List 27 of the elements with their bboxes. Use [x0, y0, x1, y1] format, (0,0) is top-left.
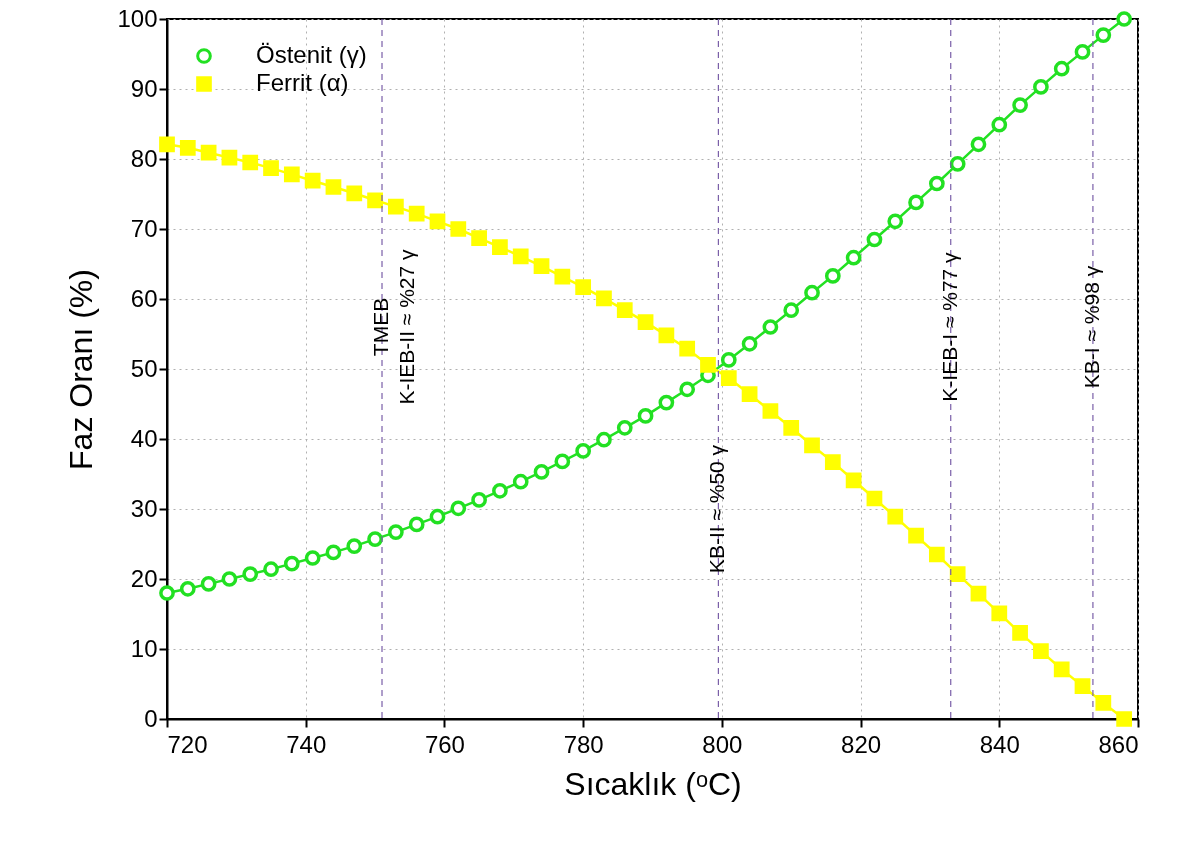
y-tick-label: 70	[130, 214, 158, 242]
legend-label: Östenit (γ)	[256, 41, 367, 68]
y-tick-label: 50	[130, 354, 158, 382]
y-axis-title: Faz Oranı (%)	[63, 269, 100, 470]
legend-label: Ferrit (α)	[256, 69, 349, 96]
y-tick-label: 90	[130, 74, 158, 102]
x-tick-label: 860	[1098, 730, 1139, 758]
y-tick-label: 30	[130, 494, 158, 522]
x-tick-label: 800	[702, 730, 743, 758]
y-tick-label: 20	[130, 564, 158, 592]
x-tick-label: 740	[286, 730, 327, 758]
x-tick-label: 840	[979, 730, 1020, 758]
ref-line-label: KB-I ≈ %98 γ	[1079, 265, 1103, 389]
ref-line-label: TMEB K-IEB-II ≈ %27 γ	[369, 248, 419, 405]
ref-line-label: KB-II ≈ %50 γ	[705, 444, 729, 574]
y-tick-label: 60	[130, 284, 158, 312]
x-tick-label: 780	[563, 730, 604, 758]
x-axis-title: Sıcaklık (ᵒC)	[564, 765, 742, 802]
y-tick-label: 100	[117, 4, 158, 32]
x-tick-label: 760	[424, 730, 465, 758]
y-tick-label: 80	[130, 144, 158, 172]
ref-line-label: K-IEB-I ≈ %77 γ	[937, 251, 961, 402]
x-tick-label: 720	[167, 730, 208, 758]
y-tick-label: 0	[144, 704, 158, 732]
y-tick-label: 10	[130, 634, 158, 662]
y-tick-label: 40	[130, 424, 158, 452]
x-tick-label: 820	[841, 730, 882, 758]
